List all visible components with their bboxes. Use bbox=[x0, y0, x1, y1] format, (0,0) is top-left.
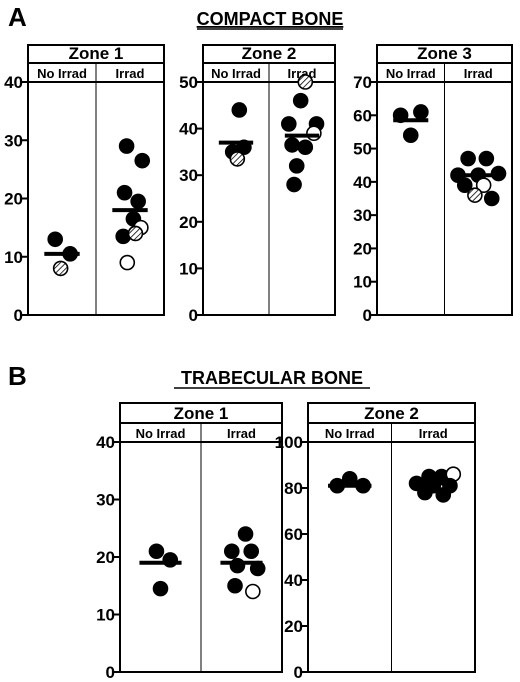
data-point bbox=[478, 150, 495, 167]
y-tick-label: 0 bbox=[294, 663, 303, 682]
data-point bbox=[223, 543, 240, 560]
zone-title: Zone 3 bbox=[417, 44, 472, 63]
chart-3: Zone 3 No Irrad Irrad 0 10 20 30 40 50 60 70 bbox=[353, 44, 513, 325]
data-point bbox=[341, 470, 358, 487]
group-label: Irrad bbox=[419, 426, 448, 441]
data-point bbox=[47, 231, 64, 248]
y-tick-label: 0 bbox=[363, 306, 372, 325]
y-tick-label: 40 bbox=[4, 73, 23, 92]
group-label: No Irrad bbox=[211, 66, 261, 81]
y-tick-label: 0 bbox=[106, 663, 115, 682]
data-point bbox=[52, 260, 69, 277]
data-point bbox=[152, 580, 169, 597]
data-point bbox=[483, 190, 500, 207]
group-label: Irrad bbox=[227, 426, 256, 441]
data-point bbox=[288, 158, 305, 174]
y-tick-label: 40 bbox=[284, 571, 303, 590]
y-tick-label: 40 bbox=[179, 120, 198, 139]
data-point bbox=[229, 557, 246, 574]
y-tick-label: 70 bbox=[353, 73, 372, 92]
y-tick-label: 20 bbox=[96, 548, 115, 567]
y-tick-label: 40 bbox=[353, 173, 372, 192]
data-point bbox=[292, 92, 309, 109]
data-point bbox=[280, 116, 297, 132]
data-point bbox=[435, 487, 452, 503]
data-point bbox=[467, 187, 483, 203]
y-tick-label: 20 bbox=[284, 617, 303, 636]
y-tick-label: 50 bbox=[179, 73, 198, 92]
data-point bbox=[402, 127, 419, 144]
y-tick-label: 50 bbox=[353, 140, 372, 159]
y-tick-label: 10 bbox=[4, 248, 23, 267]
data-point bbox=[118, 138, 135, 154]
chart-4: Zone 1 No Irrad Irrad 0 10 20 30 40 bbox=[96, 402, 283, 682]
data-point bbox=[475, 177, 492, 193]
data-point bbox=[284, 137, 300, 153]
data-point bbox=[306, 125, 322, 142]
data-point bbox=[130, 193, 146, 210]
data-point bbox=[413, 104, 429, 120]
data-point bbox=[229, 151, 246, 167]
charts: Zone 1 No Irrad Irrad 0 10 20 30 40 Zone 2 No Irr… bbox=[4, 44, 513, 682]
group-label: No Irrad bbox=[325, 426, 375, 441]
panel-a-letter: A bbox=[8, 2, 27, 32]
data-point bbox=[227, 577, 243, 594]
y-tick-label: 80 bbox=[284, 479, 303, 498]
data-point bbox=[460, 150, 476, 167]
y-tick-label: 30 bbox=[179, 166, 198, 185]
group-label: Irrad bbox=[464, 66, 493, 81]
y-tick-label: 30 bbox=[96, 491, 115, 510]
y-tick-label: 20 bbox=[4, 190, 23, 209]
zone-title: Zone 2 bbox=[364, 404, 419, 423]
y-tick-label: 20 bbox=[353, 239, 372, 258]
panel-a-title: COMPACT BONE bbox=[197, 9, 344, 29]
y-tick-label: 30 bbox=[353, 206, 372, 225]
data-point bbox=[162, 552, 179, 568]
data-point bbox=[116, 184, 133, 201]
group-label: No Irrad bbox=[136, 426, 186, 441]
data-point bbox=[417, 484, 433, 501]
y-tick-label: 60 bbox=[353, 106, 372, 125]
y-tick-label: 100 bbox=[275, 433, 303, 452]
y-tick-label: 20 bbox=[179, 213, 198, 232]
group-label: No Irrad bbox=[37, 66, 87, 81]
group-label: Irrad bbox=[116, 66, 145, 81]
panel-b-title: TRABECULAR BONE bbox=[181, 368, 363, 388]
y-tick-label: 40 bbox=[96, 433, 115, 452]
data-point bbox=[231, 102, 248, 118]
y-tick-label: 10 bbox=[96, 606, 115, 625]
data-point bbox=[456, 177, 473, 193]
data-point bbox=[243, 543, 260, 560]
y-tick-label: 0 bbox=[189, 306, 198, 325]
chart-1: Zone 1 No Irrad Irrad 0 10 20 30 40 bbox=[4, 44, 165, 325]
group-label: No Irrad bbox=[386, 66, 436, 81]
data-point bbox=[297, 74, 314, 90]
zone-title: Zone 1 bbox=[174, 404, 229, 423]
data-point bbox=[127, 225, 144, 242]
zone-title: Zone 1 bbox=[69, 44, 124, 63]
data-point bbox=[297, 139, 314, 156]
y-tick-label: 60 bbox=[284, 525, 303, 544]
data-point bbox=[119, 254, 136, 271]
data-point bbox=[286, 176, 302, 193]
y-tick-label: 0 bbox=[14, 306, 23, 325]
data-point bbox=[148, 543, 165, 560]
data-point bbox=[237, 526, 254, 542]
panel-b-letter: B bbox=[8, 361, 27, 391]
y-tick-label: 30 bbox=[4, 131, 23, 150]
y-tick-label: 10 bbox=[353, 273, 372, 292]
chart-5: Zone 2 No Irrad Irrad 0 20 40 60 80 100 bbox=[275, 402, 476, 682]
data-point bbox=[134, 152, 151, 169]
data-point bbox=[245, 583, 261, 600]
y-tick-label: 10 bbox=[179, 259, 198, 278]
zone-title: Zone 2 bbox=[242, 44, 297, 63]
